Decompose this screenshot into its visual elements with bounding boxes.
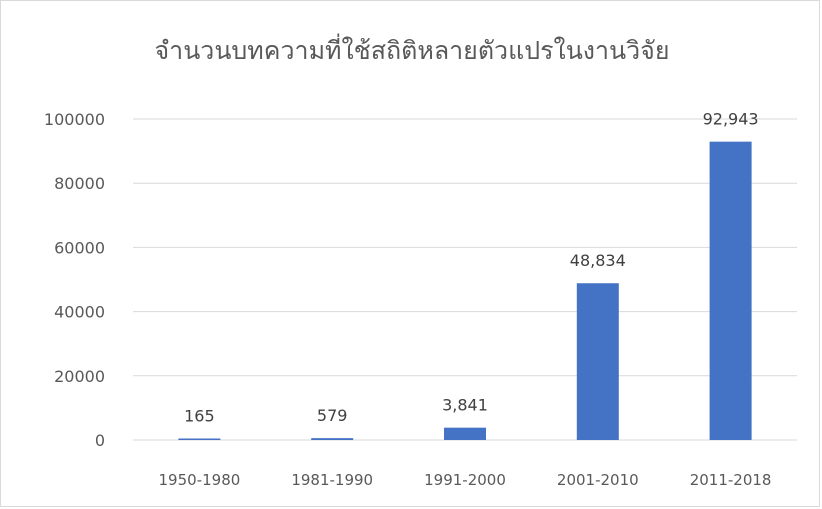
bar-1981-1990 — [311, 438, 354, 440]
y-tick-label: 100000 — [44, 110, 105, 129]
bar-2001-2010 — [576, 283, 619, 440]
data-label: 579 — [317, 406, 348, 425]
chart-title: จำนวนบทความที่ใช้สถิติหลายตัวแปรในงานวิจ… — [154, 36, 670, 65]
y-tick-label: 40000 — [54, 303, 105, 322]
gridlines — [133, 118, 797, 441]
data-label: 165 — [184, 407, 215, 426]
y-tick-label: 20000 — [54, 367, 105, 386]
y-axis-ticks: 0 20000 40000 60000 80000 100000 — [44, 110, 105, 450]
y-tick-label: 0 — [95, 431, 105, 450]
data-label: 48,834 — [570, 251, 626, 270]
y-tick-label: 80000 — [54, 174, 105, 193]
y-tick-label: 60000 — [54, 238, 105, 257]
data-label: 3,841 — [442, 396, 488, 415]
bar-2011-2018 — [709, 141, 752, 441]
x-axis-ticks: 1950-1980 1981-1990 1991-2000 2001-2010 2011… — [159, 471, 772, 489]
x-tick-label: 1981-1990 — [291, 471, 373, 489]
x-tick-label: 1991-2000 — [424, 471, 506, 489]
x-tick-label: 2011-2018 — [690, 471, 772, 489]
data-labels: 165 579 3,841 48,834 92,943 — [184, 110, 758, 426]
bars — [178, 141, 752, 441]
data-label: 92,943 — [703, 110, 759, 129]
x-tick-label: 1950-1980 — [159, 471, 241, 489]
bar-1950-1980 — [178, 438, 221, 440]
bar-1991-2000 — [444, 427, 486, 440]
x-tick-label: 2001-2010 — [557, 471, 639, 489]
